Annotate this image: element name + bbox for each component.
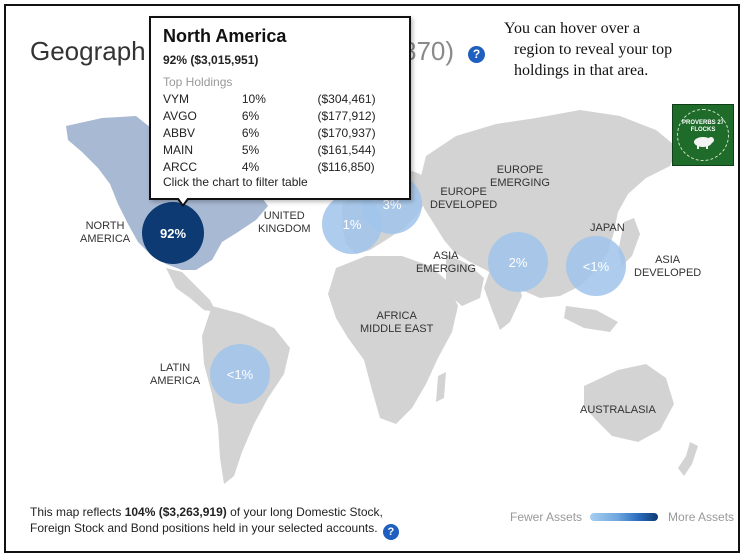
holding-value: ($304,461)	[317, 91, 376, 106]
holding-row: VYM 10% ($304,461)	[163, 90, 397, 107]
holding-row: ARCC 4% ($116,850)	[163, 158, 397, 175]
asset-legend: Fewer Assets More Assets	[510, 510, 734, 524]
region-madagascar	[436, 372, 446, 402]
holding-percent: 6%	[241, 125, 260, 140]
holding-symbol: MAIN	[163, 142, 193, 157]
label-asia-developed: ASIA DEVELOPED	[634, 254, 702, 279]
bubble-latin-america[interactable]: <1%	[210, 344, 270, 404]
region-africa-middle-east[interactable]	[328, 256, 458, 424]
bubble-united-kingdom[interactable]: 1%	[322, 194, 382, 254]
holding-symbol: VYM	[163, 91, 190, 106]
bubble-north-america[interactable]: 92%	[142, 202, 204, 264]
region-australasia[interactable]	[584, 364, 674, 442]
legend-more: More Assets	[668, 510, 735, 524]
label-europe-emerging: EUROPE EMERGING	[490, 164, 550, 189]
footer-text-c: Foreign Stock and Bond positions held in…	[30, 521, 378, 535]
footer-help-icon[interactable]: ?	[382, 524, 399, 540]
footer-text-a: This map reflects	[30, 505, 125, 519]
label-latin-america: LATIN AMERICA	[150, 362, 201, 387]
footer-total: 104% ($3,263,919)	[124, 505, 227, 519]
footer-text-b: of your long Domestic Stock,	[226, 505, 383, 519]
holding-value: ($116,850)	[317, 159, 375, 174]
holding-value: ($161,544)	[317, 142, 376, 157]
tooltip-title: North America	[163, 26, 287, 46]
sheep-icon	[694, 137, 714, 149]
legend-fewer: Fewer Assets	[510, 510, 583, 524]
logo-text: PROVERBS 27 FLOCKS	[681, 120, 724, 133]
holding-percent: 5%	[241, 142, 260, 157]
region-arabia	[446, 254, 484, 306]
label-japan: JAPAN	[590, 222, 625, 234]
holding-percent: 4%	[241, 159, 260, 174]
logo-ring: PROVERBS 27 FLOCKS	[677, 109, 729, 161]
region-new-zealand	[678, 442, 698, 476]
tooltip-summary: 92% ($3,015,951)	[163, 53, 259, 67]
region-se-asia	[564, 306, 618, 332]
holding-symbol: AVGO	[163, 108, 197, 123]
map-footer-note: This map reflects 104% ($3,263,919) of y…	[30, 504, 470, 540]
geography-widget: Geograph 870) ? You can hover over a reg…	[4, 4, 740, 553]
tooltip-pointer-inner	[178, 197, 188, 204]
legend-gradient-bar	[590, 513, 659, 521]
proverbs-logo: PROVERBS 27 FLOCKS	[672, 104, 734, 166]
region-tooltip: North America 92% ($3,015,951) Top Holdi…	[149, 16, 411, 200]
holding-row: ABBV 6% ($170,937)	[163, 124, 397, 141]
holdings-table: VYM 10% ($304,461) AVGO 6% ($177,912) AB…	[163, 90, 397, 175]
tooltip-holdings-label: Top Holdings	[163, 75, 233, 89]
bubble-asia-developed[interactable]: <1%	[566, 236, 626, 296]
label-north-america: NORTH AMERICA	[80, 220, 131, 245]
annotation-line-1: You can hover over a	[504, 20, 641, 37]
label-europe-developed: EUROPE DEVELOPED	[430, 186, 498, 211]
holding-symbol: ARCC	[163, 159, 198, 174]
label-africa-middle-east: AFRICA MIDDLE EAST	[360, 310, 434, 335]
holding-row: AVGO 6% ($177,912)	[163, 107, 397, 124]
page-title: Geograph	[30, 36, 146, 66]
region-central-america	[166, 268, 216, 312]
holding-value: ($170,937)	[317, 125, 376, 140]
help-icon[interactable]: ?	[468, 46, 485, 63]
holding-percent: 10%	[241, 91, 266, 106]
annotation-line-3: holdings in that area.	[514, 62, 649, 79]
label-united-kingdom: UNITED KINGDOM	[258, 210, 311, 235]
region-asia[interactable]	[418, 110, 678, 298]
annotation-note: You can hover over a region to reveal yo…	[504, 18, 734, 81]
label-asia-emerging: ASIA EMERGING	[416, 250, 476, 275]
holding-row: MAIN 5% ($161,544)	[163, 141, 397, 158]
annotation-line-2: region to reveal your top	[514, 41, 673, 58]
holding-value: ($177,912)	[317, 108, 376, 123]
holding-percent: 6%	[241, 108, 260, 123]
holding-symbol: ABBV	[163, 125, 196, 140]
label-australasia: AUSTRALASIA	[580, 404, 656, 416]
tooltip-footer: Click the chart to filter table	[163, 175, 308, 189]
bubble-asia-emerging[interactable]: 2%	[488, 232, 548, 292]
